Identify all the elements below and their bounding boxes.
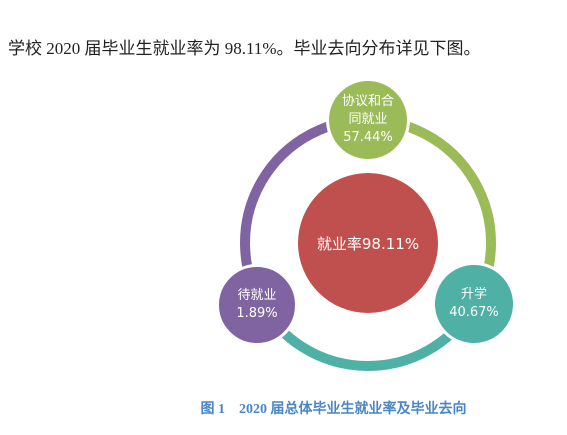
intro-text: 学校 2020 届毕业生就业率为 98.11%。毕业去向分布详见下图。 xyxy=(8,39,481,58)
node-value: 57.44% xyxy=(343,130,393,145)
center-label: 就业率98.11% xyxy=(316,234,420,253)
caption: 图 1 2020 届总体毕业生就业率及毕业去向 xyxy=(200,402,467,417)
node-label: 升学 xyxy=(460,287,487,302)
node: 升学 40.67% xyxy=(432,262,516,346)
node: 协议和合同就业 57.44% xyxy=(326,78,410,162)
node-value: 1.89% xyxy=(236,306,278,321)
node-value: 40.67% xyxy=(449,305,499,320)
node-label: 待就业 xyxy=(237,288,277,303)
center-circle: 就业率98.11% xyxy=(298,173,438,313)
node-label: 协议和合同就业 xyxy=(341,94,394,127)
node: 待就业 1.89% xyxy=(216,264,298,346)
